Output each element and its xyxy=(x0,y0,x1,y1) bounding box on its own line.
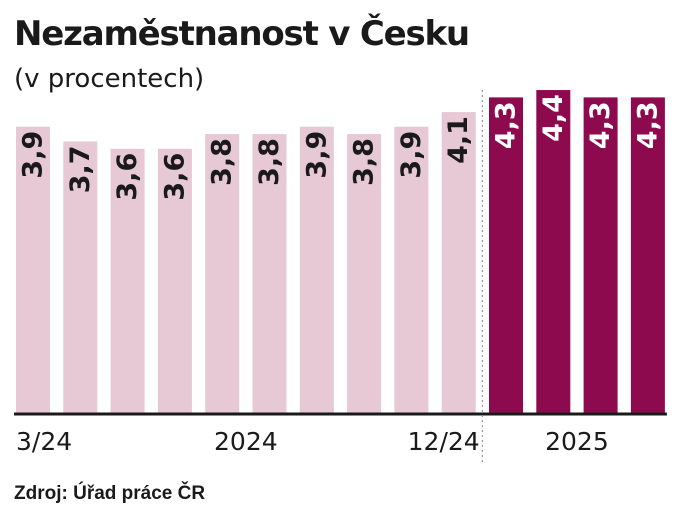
data-label: 3,9 xyxy=(18,131,49,179)
data-label: 3,6 xyxy=(112,153,143,201)
source-note: Zdroj: Úřad práce ČR xyxy=(14,483,206,504)
data-label: 3,9 xyxy=(301,131,332,179)
data-label: 4,1 xyxy=(443,116,474,164)
chart-subtitle: (v procentech) xyxy=(14,64,205,94)
bar-3-24 xyxy=(16,126,50,414)
bar-9-24 xyxy=(299,126,334,414)
bar-1-25 xyxy=(489,97,523,413)
x-tick-label: 2024 xyxy=(214,427,278,456)
bar-7-24 xyxy=(205,134,240,413)
data-label: 4,4 xyxy=(538,94,569,142)
bar-2-25 xyxy=(536,90,571,413)
bar-4-24 xyxy=(63,141,98,414)
data-labels-group: 3,9 3,7 3,6 3,6 3,8 3,8 3,9 3,8 3,9 4,1 4,3 4,4 4,3 4… xyxy=(18,94,664,201)
bars-group xyxy=(16,90,665,414)
data-label: 3,7 xyxy=(65,145,96,193)
bar-5-24 xyxy=(110,148,145,413)
bar-8-24 xyxy=(252,134,287,413)
x-tick-label: 3/24 xyxy=(16,427,72,456)
data-label: 3,6 xyxy=(159,153,190,201)
x-tick-labels-group: 3/24 2024 12/24 2025 xyxy=(16,427,609,456)
data-label: 4,3 xyxy=(491,101,522,149)
x-tick-label: 12/24 xyxy=(408,427,480,456)
bar-10-24 xyxy=(347,134,382,413)
data-label: 4,3 xyxy=(585,101,616,149)
bar-3-25 xyxy=(583,97,618,413)
bar-11-24 xyxy=(394,126,429,414)
data-label: 3,9 xyxy=(396,131,427,179)
x-tick-label: 2025 xyxy=(545,427,609,456)
bar-12-24 xyxy=(441,112,476,413)
bar-6-24 xyxy=(157,148,192,413)
data-label: 3,8 xyxy=(254,138,285,186)
data-label: 4,3 xyxy=(632,101,663,149)
bar-4-25 xyxy=(630,97,665,413)
chart-title: Nezaměstnanost v Česku xyxy=(14,14,470,54)
data-label: 3,8 xyxy=(349,138,380,186)
data-label: 3,8 xyxy=(207,138,238,186)
